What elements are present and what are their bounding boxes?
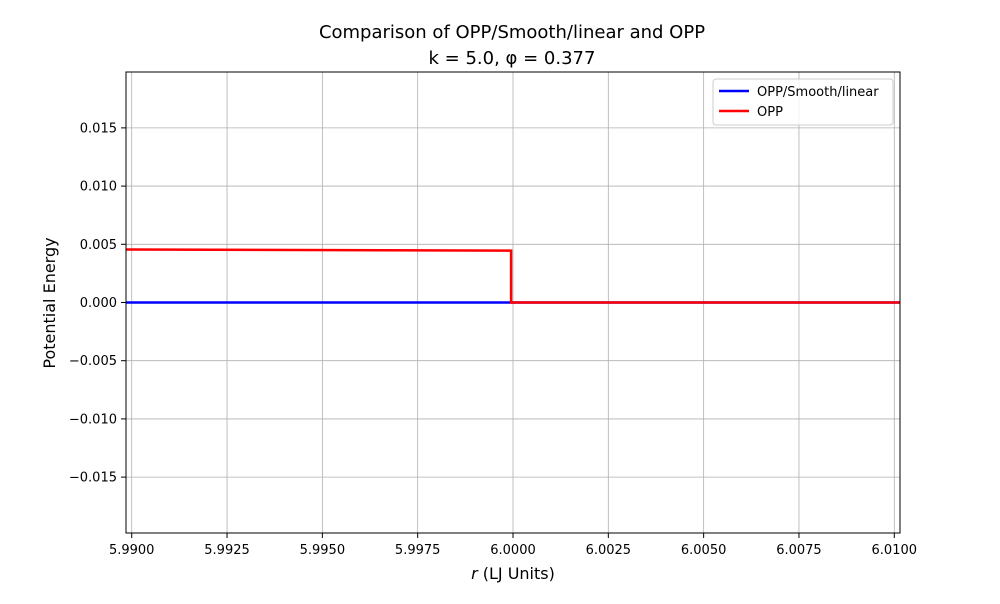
tick-layer: 5.9900 5.9925 5.9950 5.9975 6.0000 6.0025 6.00…: [69, 121, 917, 558]
y-tick-label: 0.000: [80, 296, 117, 311]
x-tick-label: 6.0100: [872, 543, 918, 558]
x-tick-label: 5.9975: [395, 543, 441, 558]
legend-label-opp: OPP: [757, 105, 783, 120]
x-tick-label: 5.9900: [109, 543, 155, 558]
chart-subtitle: k = 5.0, φ = 0.377: [429, 48, 596, 69]
y-tick-label: −0.015: [69, 471, 117, 486]
x-axis-label-var: r: [471, 564, 479, 583]
x-tick-label: 6.0000: [490, 543, 536, 558]
y-tick-label: −0.010: [69, 412, 117, 427]
legend: OPP/Smooth/linear OPP: [712, 78, 894, 126]
series-line-opp: [125, 248, 900, 304]
y-tick-label: 0.015: [80, 121, 117, 136]
y-axis-label: Potential Energy: [40, 237, 59, 368]
y-tick-label: 0.010: [80, 180, 117, 195]
legend-label-opp-smooth-linear: OPP/Smooth/linear: [757, 85, 879, 100]
x-tick-label: 5.9950: [300, 543, 346, 558]
x-axis-label-unit: (LJ Units): [483, 564, 555, 583]
x-tick-label: 6.0050: [681, 543, 727, 558]
chart-title: Comparison of OPP/Smooth/linear and OPP: [319, 22, 705, 43]
y-tick-label: 0.005: [80, 238, 117, 253]
series-layer: [125, 248, 900, 304]
y-tick-label: −0.005: [69, 354, 117, 369]
x-axis-label: r (LJ Units): [471, 564, 555, 583]
grid-layer: [126, 72, 900, 533]
x-tick-label: 5.9925: [204, 543, 250, 558]
x-tick-label: 6.0025: [586, 543, 632, 558]
legend-box: [712, 78, 894, 126]
x-tick-label: 6.0075: [776, 543, 822, 558]
